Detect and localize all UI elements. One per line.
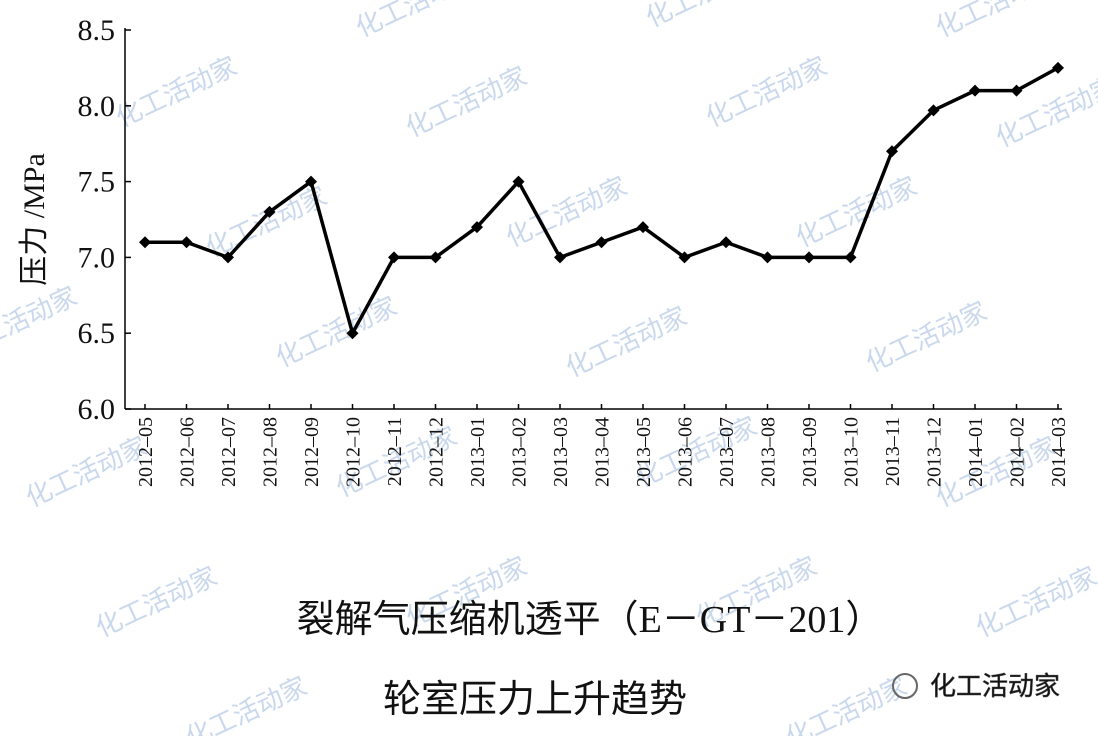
y-tick-label: 7.5 <box>78 166 116 199</box>
watermark: 化工活动家 <box>111 52 242 134</box>
x-tick-label: 2012–07 <box>218 417 240 487</box>
y-tick-label: 8.0 <box>78 90 116 123</box>
marker <box>471 221 483 234</box>
x-tick-label: 2013–05 <box>633 417 655 487</box>
marker <box>429 251 442 264</box>
x-tick-label: 2013–06 <box>675 417 697 487</box>
x-tick-label: 2014–01 <box>965 417 987 487</box>
watermark: 化工活动家 <box>971 562 1098 644</box>
marker <box>139 236 151 249</box>
x-tick-label: 2013–02 <box>509 417 531 487</box>
chart-title: 轮室压力上升趋势 <box>383 679 687 721</box>
watermark: 化工活动家 <box>781 672 912 736</box>
watermark: 化工活动家 <box>91 562 222 644</box>
marker <box>388 251 400 264</box>
marker <box>927 104 940 117</box>
watermark: 化工活动家 <box>701 52 832 134</box>
x-tick-label: 2013–07 <box>716 417 738 487</box>
marker <box>263 205 276 218</box>
y-tick-label: 6.0 <box>78 393 116 426</box>
marker <box>844 251 857 264</box>
marker <box>1052 61 1064 74</box>
x-tick-label: 2013–09 <box>799 417 821 487</box>
watermark: 化工活动家 <box>931 0 1062 44</box>
marker <box>720 236 732 249</box>
watermark: 化工活动家 <box>0 282 82 364</box>
marker <box>346 327 359 340</box>
x-tick-label: 2012–11 <box>384 417 406 486</box>
watermark: 化工活动家 <box>201 182 332 264</box>
y-tick-label: 7.0 <box>78 241 116 274</box>
watermark: 化工活动家 <box>351 0 482 44</box>
x-tick-label: 2012–06 <box>177 417 199 487</box>
marker <box>1010 84 1023 97</box>
x-tick-label: 2013–10 <box>841 417 863 487</box>
marker <box>512 175 525 188</box>
watermark: 化工活动家 <box>271 292 402 374</box>
marker <box>886 145 898 158</box>
watermark: 化工活动家 <box>641 0 772 34</box>
chart-title: 裂解气压缩机透平（E－GT－201） <box>297 599 884 641</box>
watermark: 化工活动家 <box>931 432 1062 514</box>
watermark: 化工活动家 <box>401 62 532 144</box>
x-tick-label: 2013–03 <box>550 417 572 487</box>
watermark: 化工活动家 <box>561 302 692 384</box>
x-tick-label: 2013–12 <box>924 417 946 487</box>
x-tick-label: 2012–09 <box>301 417 323 487</box>
logo-text: 化工活动家 <box>930 672 1060 702</box>
x-tick-label: 2014–03 <box>1048 417 1070 487</box>
x-tick-label: 2013–11 <box>882 417 904 486</box>
marker <box>637 221 649 234</box>
watermark: 化工活动家 <box>21 432 152 514</box>
y-tick-label: 6.5 <box>78 317 116 350</box>
x-tick-label: 2014–02 <box>1007 417 1029 487</box>
marker <box>222 251 234 264</box>
x-tick-label: 2013–08 <box>758 417 780 487</box>
logo-icon <box>892 673 918 699</box>
marker <box>180 236 193 249</box>
marker <box>678 251 691 264</box>
marker <box>554 251 566 264</box>
watermark: 化工活动家 <box>861 297 992 379</box>
marker <box>969 84 981 97</box>
x-tick-label: 2012–05 <box>135 417 157 487</box>
x-tick-label: 2013–01 <box>467 417 489 487</box>
watermark: 化工活动家 <box>991 72 1098 154</box>
x-tick-label: 2013–04 <box>592 417 614 487</box>
marker <box>761 251 774 264</box>
y-axis-label: 压力 /MPa <box>18 153 51 286</box>
marker <box>595 236 608 249</box>
x-tick-label: 2012–08 <box>260 417 282 487</box>
x-tick-label: 2012–10 <box>343 417 365 487</box>
marker <box>803 251 815 264</box>
y-tick-label: 8.5 <box>78 14 116 47</box>
x-tick-label: 2012–12 <box>426 417 448 487</box>
marker <box>305 175 317 188</box>
watermark: 化工活动家 <box>181 672 312 736</box>
